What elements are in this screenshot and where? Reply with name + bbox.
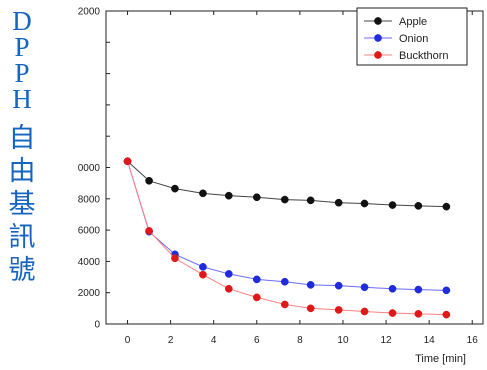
y-tick-label: 2000	[78, 288, 101, 299]
data-point-apple	[225, 192, 232, 199]
data-point-buckthorn	[199, 271, 206, 278]
data-point-apple	[335, 199, 342, 206]
data-point-apple	[415, 202, 422, 209]
y-tick-label: 2000	[78, 7, 101, 18]
x-tick-label: 12	[380, 335, 392, 346]
data-point-onion	[281, 278, 288, 285]
data-point-buckthorn	[124, 158, 131, 165]
x-axis-title: Time [min]	[415, 353, 466, 365]
data-point-buckthorn	[171, 255, 178, 262]
data-point-onion	[307, 281, 314, 288]
y-tick-label: 0000	[78, 163, 101, 174]
legend-label-onion: Onion	[399, 33, 428, 45]
legend-marker-buckthorn	[374, 51, 381, 58]
data-point-apple	[199, 190, 206, 197]
legend-marker-onion	[374, 34, 381, 41]
data-point-onion	[225, 270, 232, 277]
data-point-apple	[307, 197, 314, 204]
y-tick-label: 0	[94, 320, 100, 331]
data-point-onion	[415, 286, 422, 293]
data-point-buckthorn	[225, 285, 232, 292]
legend-marker-apple	[374, 17, 381, 24]
x-tick-label: 0	[125, 335, 131, 346]
data-point-buckthorn	[335, 306, 342, 313]
data-point-buckthorn	[307, 305, 314, 312]
data-point-buckthorn	[145, 227, 152, 234]
data-point-apple	[443, 203, 450, 210]
y-tick-label: 4000	[78, 257, 101, 268]
x-tick-label: 16	[467, 335, 479, 346]
data-point-apple	[281, 196, 288, 203]
data-point-apple	[253, 194, 260, 201]
series-line-onion	[128, 161, 447, 290]
legend-label-buckthorn: Buckthorn	[399, 50, 449, 62]
x-tick-label: 8	[297, 335, 303, 346]
x-tick-label: 2	[168, 335, 174, 346]
data-point-apple	[145, 177, 152, 184]
data-point-buckthorn	[361, 308, 368, 315]
series-line-buckthorn	[128, 161, 447, 314]
data-point-onion	[335, 282, 342, 289]
data-point-buckthorn	[389, 309, 396, 316]
x-tick-label: 10	[337, 335, 349, 346]
x-tick-label: 14	[424, 335, 436, 346]
data-point-buckthorn	[281, 301, 288, 308]
data-point-buckthorn	[443, 311, 450, 318]
legend-label-apple: Apple	[399, 16, 427, 28]
data-point-onion	[361, 284, 368, 291]
x-tick-label: 4	[211, 335, 217, 346]
data-point-onion	[389, 285, 396, 292]
data-point-onion	[199, 263, 206, 270]
y-tick-label: 6000	[78, 226, 101, 237]
data-point-onion	[253, 276, 260, 283]
x-tick-label: 6	[254, 335, 260, 346]
data-point-apple	[361, 200, 368, 207]
data-point-buckthorn	[253, 294, 260, 301]
y-tick-label: 8000	[78, 194, 101, 205]
data-point-apple	[171, 185, 178, 192]
data-point-buckthorn	[415, 310, 422, 317]
data-point-apple	[389, 201, 396, 208]
data-point-onion	[443, 287, 450, 294]
